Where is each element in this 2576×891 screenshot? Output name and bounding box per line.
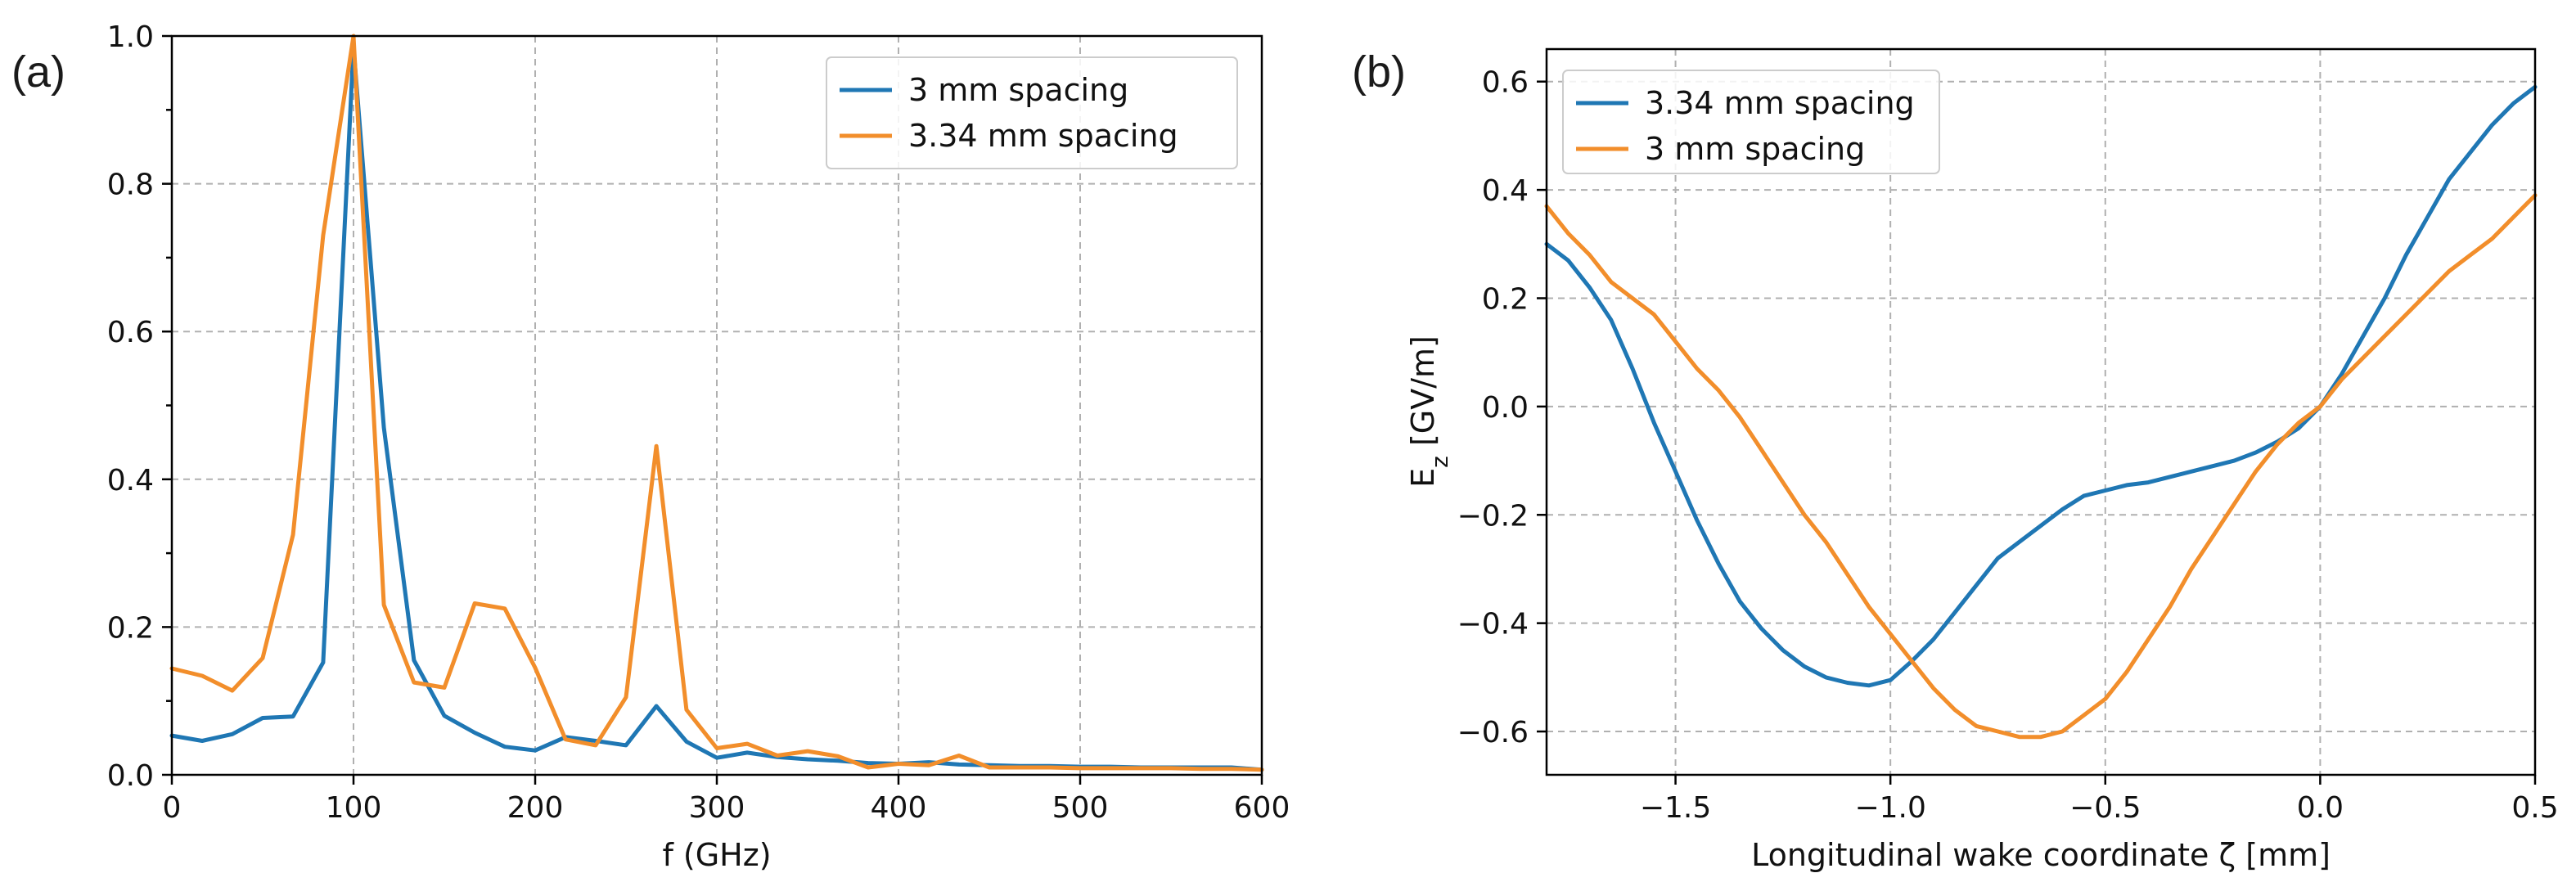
legend-box-a xyxy=(826,56,1238,169)
panel-label-b: (b) xyxy=(1352,47,1406,97)
ticks-a: 0 100 200 300 400 500 600 0.0 0.2 0.4 0.6 0.8 1.0 xyxy=(107,20,1290,825)
y-tick-label: 0.6 xyxy=(1482,66,1529,100)
y-tick-label: 0.4 xyxy=(107,464,154,497)
y-axis-label-sub: z xyxy=(1426,456,1453,468)
panel-label-a: (a) xyxy=(11,47,65,97)
y-axis-label-b: Ez [GV/m] xyxy=(1405,335,1453,488)
x-axis-label-b: Longitudinal wake coordinate ζ [mm] xyxy=(1751,837,2331,873)
y-tick-label: −0.2 xyxy=(1457,499,1529,533)
y-tick-label: 0.0 xyxy=(1482,391,1529,425)
y-tick-label: 0.2 xyxy=(107,611,154,645)
y-axis-label-main: E xyxy=(1405,468,1441,488)
x-tick-label: 200 xyxy=(507,791,564,825)
x-tick-label: 500 xyxy=(1052,791,1109,825)
chart-panel-b: (b) −1.5 −1.0 −0.5 0.0 0.5 −0.6 −0.4 −0.2 0.0 0.2… xyxy=(1352,47,2559,873)
y-tick-label: 0.8 xyxy=(107,169,154,202)
series-line-b-1 xyxy=(1544,193,2538,740)
series-group-b xyxy=(1544,84,2538,740)
x-tick-label: 0 xyxy=(163,791,182,825)
legend-box-b xyxy=(1562,70,1940,174)
ticks-b: −1.5 −1.0 −0.5 0.0 0.5 −0.6 −0.4 −0.2 0.0 0.2 0.4 0… xyxy=(1457,66,2559,825)
x-axis-label-a: f (GHz) xyxy=(662,837,771,873)
y-tick-label: 0.0 xyxy=(107,759,154,793)
x-tick-label: −1.5 xyxy=(1640,791,1711,825)
y-tick-label: 1.0 xyxy=(107,20,154,54)
plot-frame-b xyxy=(1545,47,2537,776)
legend-entry: 3 mm spacing xyxy=(1645,131,1865,167)
y-tick-label: 0.2 xyxy=(1482,282,1529,316)
grid-a xyxy=(172,36,1262,775)
y-tick-label: −0.6 xyxy=(1457,716,1529,749)
legend-a: 3 mm spacing 3.34 mm spacing xyxy=(826,56,1238,169)
legend-b: 3.34 mm spacing 3 mm spacing xyxy=(1562,70,1940,174)
y-axis-label-unit: [GV/m] xyxy=(1405,335,1441,456)
chart-panel-a: (a) 0 100 200 300 400 500 600 0.0 0.2 0.4 0.6 0.8 1.… xyxy=(11,20,1290,873)
x-tick-label: 0.5 xyxy=(2511,791,2558,825)
x-tick-label: 600 xyxy=(1234,791,1290,825)
x-tick-label: −0.5 xyxy=(2069,791,2141,825)
x-tick-label: 0.0 xyxy=(2297,791,2344,825)
x-tick-label: 400 xyxy=(871,791,927,825)
x-tick-label: 100 xyxy=(326,791,382,825)
x-tick-label: −1.0 xyxy=(1854,791,1925,825)
legend-entry: 3.34 mm spacing xyxy=(1645,85,1915,121)
legend-entry: 3 mm spacing xyxy=(908,72,1128,108)
y-tick-label: −0.4 xyxy=(1457,608,1529,641)
x-tick-label: 300 xyxy=(689,791,745,825)
legend-entry: 3.34 mm spacing xyxy=(908,118,1178,154)
y-tick-label: 0.6 xyxy=(107,316,154,349)
y-tick-label: 0.4 xyxy=(1482,174,1529,208)
series-line-b-0 xyxy=(1544,84,2538,688)
